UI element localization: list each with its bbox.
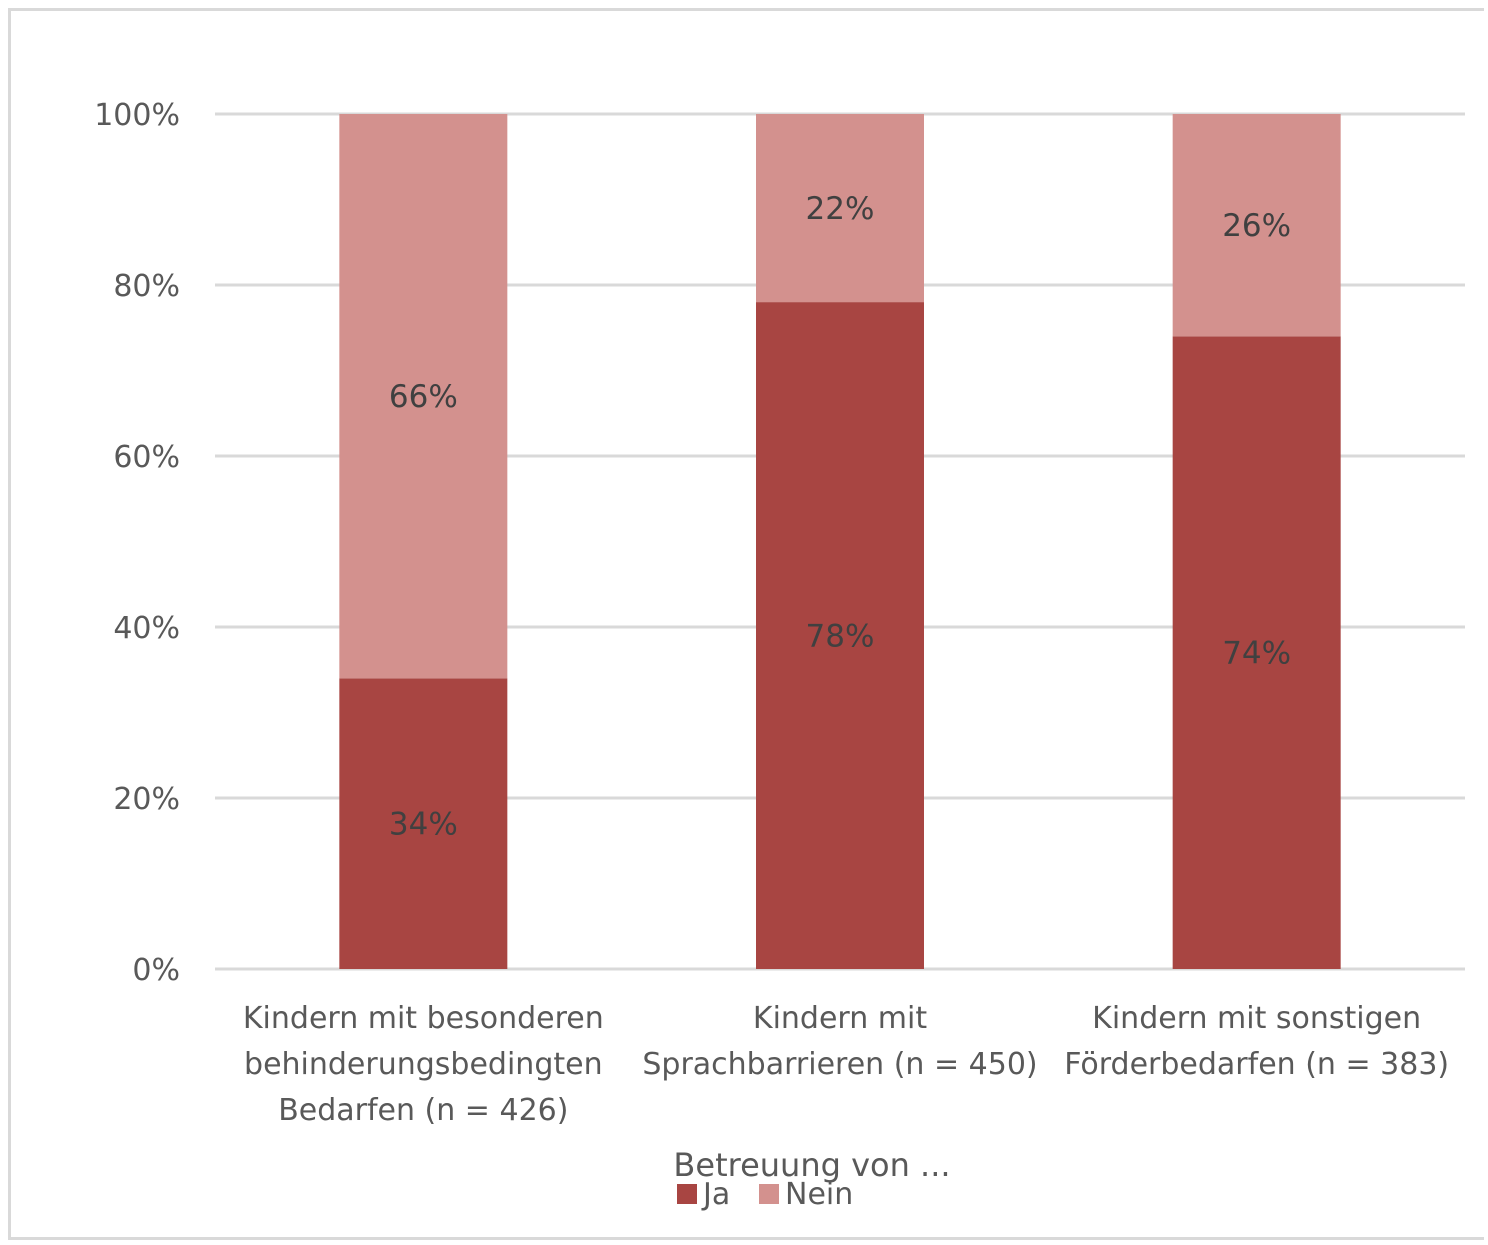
x-category-label: Förderbedarfen (n = 383) — [1064, 1047, 1449, 1082]
data-label-ja-2: 74% — [1222, 636, 1291, 672]
data-labels: 34% 66% 78% 22% 74% 26% — [389, 191, 1291, 843]
bar-nein-0 — [339, 114, 508, 679]
bar-nein-1 — [756, 114, 924, 303]
x-category-label: Sprachbarrieren (n = 450) — [642, 1047, 1037, 1082]
bar-ja-0 — [339, 678, 508, 969]
y-tick-label: 20% — [113, 782, 180, 817]
y-tick-label: 60% — [113, 440, 180, 475]
legend-swatch-ja — [677, 1184, 697, 1204]
x-category-label: Kindern mit — [753, 1001, 927, 1036]
x-axis-title: Betreuung von ... — [673, 1146, 950, 1184]
x-category-label: Kindern mit besonderen — [243, 1001, 604, 1036]
y-tick-label: 100% — [94, 98, 180, 133]
legend-swatch-nein — [759, 1184, 779, 1204]
y-tick-label: 0% — [132, 953, 180, 988]
y-tick-label: 80% — [113, 269, 180, 304]
bar-nein-2 — [1172, 114, 1341, 337]
legend-label-ja: Ja — [701, 1177, 730, 1212]
data-label-nein-1: 22% — [806, 191, 875, 227]
data-label-nein-0: 66% — [389, 379, 458, 415]
x-axis-category-labels: Kindern mit besonderen behinderungsbeding… — [243, 1001, 1449, 1128]
bar-ja-2 — [1172, 336, 1341, 969]
data-label-nein-2: 26% — [1222, 208, 1291, 244]
data-label-ja-0: 34% — [389, 807, 458, 843]
x-category-label: Kindern mit sonstigen — [1092, 1001, 1421, 1036]
data-label-ja-1: 78% — [806, 619, 875, 655]
y-axis-ticks: 0% 20% 40% 60% 80% 100% — [94, 98, 180, 988]
bars — [339, 114, 1341, 970]
x-category-label: Bedarfen (n = 426) — [278, 1093, 568, 1128]
y-tick-label: 40% — [113, 611, 180, 646]
x-category-label: behinderungsbedingten — [244, 1047, 603, 1082]
bar-ja-1 — [756, 302, 924, 970]
legend: Ja Nein — [677, 1177, 853, 1212]
legend-label-nein: Nein — [785, 1177, 853, 1212]
